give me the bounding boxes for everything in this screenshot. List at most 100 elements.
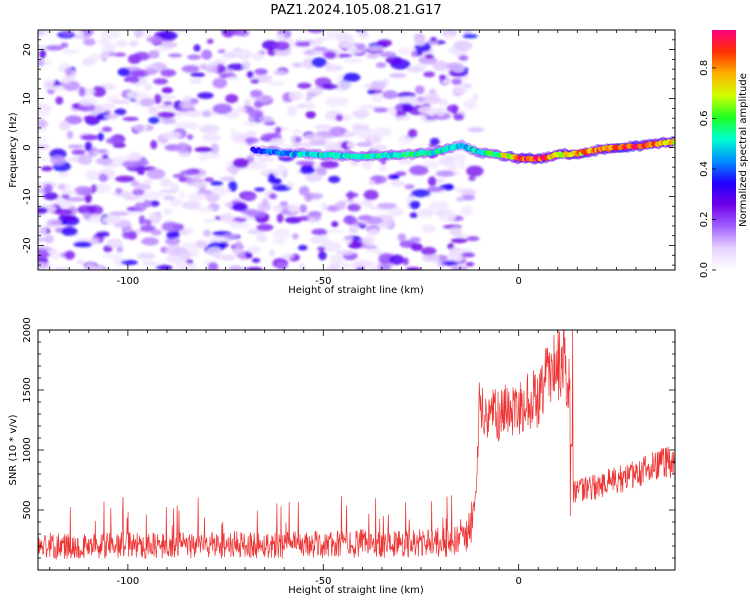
spectrogram-cell	[272, 70, 288, 76]
spectrogram-cell	[195, 240, 208, 249]
spectrogram-cell	[66, 197, 86, 202]
spectrogram-cell	[407, 128, 418, 138]
spectrogram-cell	[325, 229, 344, 234]
spectrogram-cell	[257, 156, 276, 162]
spectrogram-cell	[57, 183, 66, 190]
spectrogram-cell	[146, 168, 166, 180]
spectrogram-cell	[82, 212, 92, 220]
spectrogram-cell	[275, 33, 285, 41]
spectrogram-cell	[178, 263, 198, 270]
spectrogram-cell	[449, 226, 462, 236]
spectrogram-cell	[375, 62, 387, 69]
spectrogram-cell	[134, 202, 147, 212]
spectrogram-cell	[246, 210, 266, 218]
spectrogram-cell	[302, 133, 323, 141]
spectrogram-cell	[465, 261, 475, 267]
spectrogram-cell	[190, 72, 206, 78]
spectrogram-cell	[257, 115, 274, 123]
spectrogram-cell	[156, 264, 173, 270]
spectrogram-cell	[228, 265, 242, 270]
spectrogram-cell	[299, 166, 316, 175]
spectrogram-cell	[455, 196, 465, 202]
spectrogram-cell	[100, 30, 121, 40]
spectrogram-cell	[365, 216, 383, 225]
spectrogram-cell	[143, 178, 153, 185]
spectrogram-cell	[55, 96, 64, 105]
spectrogram-cell	[221, 213, 235, 222]
spectrogram-cell	[116, 40, 128, 48]
spectrogram-cell	[245, 130, 258, 138]
spectrogram-cell	[95, 189, 111, 194]
spectrogram-cell	[194, 146, 213, 153]
y-tick-label: 20	[22, 43, 33, 56]
spectrogram-cell	[179, 100, 195, 110]
spectrogram-cell	[182, 94, 192, 103]
spectrogram-cell	[368, 179, 376, 186]
spectrogram-cell	[102, 46, 115, 53]
spectrogram-cell	[77, 260, 85, 265]
spectrogram-cell	[267, 80, 285, 86]
spectrogram-cell	[324, 64, 343, 72]
spectrogram-cell	[206, 38, 214, 44]
spectrogram-cell	[81, 57, 96, 67]
spectrogram-cell	[318, 251, 327, 261]
spectrogram-cell	[422, 160, 439, 169]
spectrogram-cell	[38, 207, 48, 214]
spectrogram-cell	[324, 51, 337, 60]
spectrogram-cell	[336, 249, 355, 256]
spectrogram-cell	[276, 262, 288, 270]
spectrogram-cell	[41, 165, 53, 172]
spectrogram-cell	[184, 122, 200, 130]
spectrogram-cell	[345, 236, 354, 241]
spectrogram-cell	[204, 177, 215, 183]
spectrogram-cell	[342, 72, 361, 83]
spectrogram-cell	[454, 256, 464, 262]
spectrogram-cell	[187, 193, 207, 202]
spectrogram-cell	[304, 192, 313, 202]
spectrogram-cell	[180, 251, 192, 260]
spectrogram-cell	[246, 246, 262, 254]
spectrogram-cell	[116, 245, 124, 253]
spectrogram-cell	[395, 171, 407, 177]
spectrogram-cell	[165, 245, 184, 256]
colorbar-tick-label: 0.0	[699, 262, 710, 278]
spectrogram-cell	[276, 213, 284, 223]
spectrogram-cell	[387, 207, 404, 217]
spectrogram-cell	[101, 126, 113, 133]
spectrogram-cell	[104, 114, 119, 120]
spectrogram-cell	[297, 244, 308, 251]
spectrogram-cell	[184, 110, 203, 118]
spectrogram-cell	[294, 136, 302, 143]
spectrogram-cell	[341, 198, 356, 204]
spectrogram-cell	[43, 58, 52, 66]
spectrogram-cell	[413, 34, 427, 46]
spectrogram-cell	[175, 30, 186, 33]
spectrogram-cell	[211, 186, 231, 196]
spectrogram-cell	[202, 218, 216, 223]
spectrogram-cell	[235, 106, 247, 113]
spectrogram-cell	[101, 154, 109, 159]
spectrogram-cell	[186, 134, 194, 140]
spectrogram-cell	[352, 109, 370, 119]
y-tick-label: 1000	[22, 437, 33, 462]
spectrogram-cell	[207, 262, 219, 270]
spectrogram-cell	[346, 140, 356, 149]
spectrogram-cell	[373, 107, 388, 113]
spectrogram-cell	[38, 183, 45, 192]
spectrogram-cell	[212, 78, 228, 89]
spectrogram-cell	[84, 169, 100, 181]
spectrogram-cell	[201, 110, 212, 118]
spectrogram-cell	[117, 67, 131, 77]
spectrogram-y-axis-label: Frequency (Hz)	[8, 112, 19, 188]
spectrogram-cell	[230, 129, 238, 136]
spectrogram-cell	[128, 40, 139, 47]
spectrogram-cell	[150, 139, 158, 150]
spectrogram-cell	[291, 62, 303, 68]
spectrogram-cell	[46, 218, 62, 227]
spectrogram-cell	[297, 82, 312, 89]
spectrogram-cell	[199, 124, 220, 134]
spectrogram-cell	[377, 202, 397, 210]
spectrogram-cell	[447, 243, 455, 250]
spectrogram-cell	[432, 60, 450, 71]
colorbar-tick-label: 0.8	[699, 60, 710, 76]
